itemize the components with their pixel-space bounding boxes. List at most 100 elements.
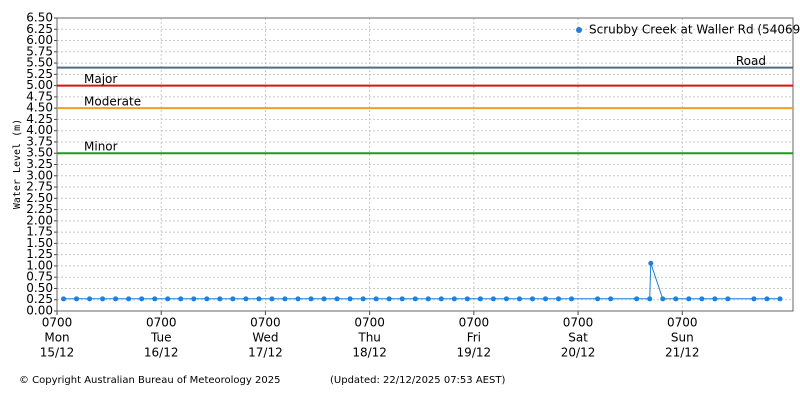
data-point [438,296,444,302]
y-tick-label: 1.25 [26,247,53,261]
x-tick-day: Sat [568,331,588,345]
y-tick-label: 4.25 [26,112,53,126]
data-point [334,296,340,302]
data-point [399,296,405,302]
data-point [490,296,496,302]
y-tick-label: 2.25 [26,202,53,216]
data-point [230,296,236,302]
data-point [542,296,548,302]
y-tick-label: 3.25 [26,157,53,171]
data-point [139,296,145,302]
data-point [648,260,654,266]
y-tick-label: 6.50 [26,11,53,25]
y-tick-label: 2.50 [26,191,53,205]
threshold-label: Road [736,54,766,68]
data-point [217,296,223,302]
data-point [87,296,93,302]
data-point [360,296,366,302]
data-point [412,296,418,302]
y-tick-label: 1.50 [26,236,53,250]
data-point [725,296,731,302]
data-point [113,296,119,302]
x-tick-day: Sun [671,331,694,345]
data-point [347,296,353,302]
x-tick-day: Fri [467,331,481,345]
data-point [74,296,80,302]
data-point [634,296,640,302]
updated: (Updated: 22/12/2025 07:53 AEST) [330,375,505,386]
x-tick-day: Mon [44,331,69,345]
y-axis-label: Water Level (m) [12,119,23,209]
data-point [204,296,210,302]
x-tick-date: 17/12 [248,346,283,360]
data-point [191,296,197,302]
y-tick-label: 6.00 [26,33,53,47]
data-point [477,296,483,302]
data-point [608,296,614,302]
x-tick-date: 18/12 [352,346,387,360]
data-point [100,296,106,302]
x-tick-label: 0700 [459,316,490,330]
y-tick-label: 2.75 [26,180,53,194]
data-point [569,296,575,302]
copyright: © Copyright Australian Bureau of Meteoro… [19,375,280,386]
y-tick-label: 4.50 [26,101,53,115]
y-tick-label: 4.00 [26,123,53,137]
y-tick-label: 5.25 [26,67,53,81]
threshold-label: Minor [84,140,118,154]
data-point [282,296,288,302]
data-point [308,296,314,302]
x-tick-date: 16/12 [144,346,179,360]
x-tick-label: 0700 [250,316,281,330]
data-point [660,296,666,302]
data-point [699,296,705,302]
x-tick-day: Thu [357,331,381,345]
x-tick-label: 0700 [563,316,594,330]
y-tick-label: 3.75 [26,134,53,148]
data-point [777,296,783,302]
data-point [451,296,457,302]
data-point [595,296,601,302]
data-point [556,296,562,302]
data-point [529,296,535,302]
y-tick-label: 5.75 [26,44,53,58]
y-tick-label: 1.00 [26,258,53,272]
data-point [126,296,132,302]
data-point [647,296,653,302]
y-tick-label: 5.00 [26,78,53,92]
x-tick-date: 21/12 [665,346,700,360]
y-tick-label: 1.75 [26,225,53,239]
data-point [516,296,522,302]
x-tick-day: Wed [252,331,278,345]
threshold-label: Major [84,72,117,86]
plot-border [56,17,794,312]
data-point [386,296,392,302]
legend-label: Scrubby Creek at Waller Rd (540692) [589,23,800,37]
data-point [712,296,718,302]
data-point [321,296,327,302]
y-tick-label: 6.25 [26,22,53,36]
y-tick-label: 0.75 [26,270,53,284]
data-point [425,296,431,302]
data-point [269,296,275,302]
data-point [256,296,262,302]
data-point [165,296,171,302]
data-point [373,296,379,302]
data-point [178,296,184,302]
y-tick-label: 2.00 [26,213,53,227]
threshold-label: Moderate [84,95,141,109]
legend-marker [576,27,582,33]
data-point [243,296,249,302]
data-point [464,296,470,302]
y-tick-label: 3.00 [26,168,53,182]
data-point [295,296,301,302]
data-point [503,296,509,302]
x-tick-label: 0700 [42,316,73,330]
y-tick-label: 3.50 [26,146,53,160]
y-tick-label: 0.00 [26,304,53,318]
x-tick-date: 15/12 [40,346,75,360]
y-tick-label: 5.50 [26,56,53,70]
data-point [751,296,757,302]
data-point [764,296,770,302]
